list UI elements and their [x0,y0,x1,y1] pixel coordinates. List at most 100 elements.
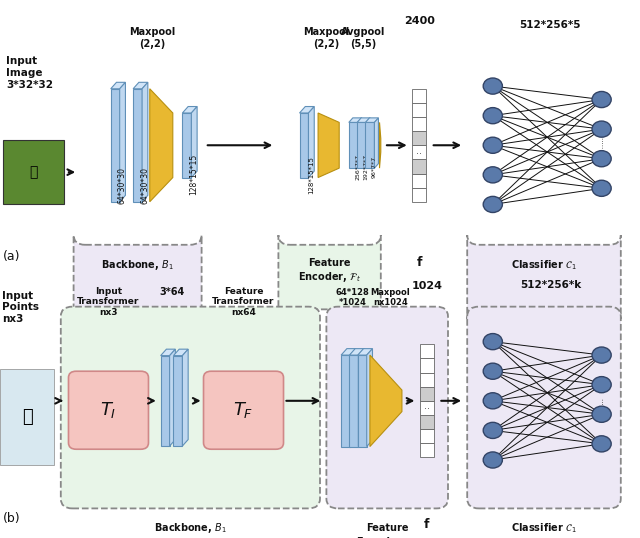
Polygon shape [349,349,364,355]
Polygon shape [365,118,378,123]
Polygon shape [182,107,197,113]
Polygon shape [318,113,339,178]
Circle shape [483,422,502,438]
Circle shape [592,180,611,196]
Bar [420,401,434,415]
Circle shape [592,347,611,363]
Circle shape [592,436,611,452]
Text: $T_F$: $T_F$ [234,400,253,420]
Bar [412,117,426,131]
Text: 128*15*15: 128*15*15 [189,154,198,195]
Polygon shape [182,113,191,178]
Bar [412,173,426,188]
Polygon shape [358,349,372,355]
Text: 2400: 2400 [404,16,435,26]
FancyBboxPatch shape [74,235,202,319]
Polygon shape [300,107,314,113]
Circle shape [483,196,502,213]
Bar [420,429,434,443]
Text: ..: .. [424,401,430,411]
Text: Maxpool
(2,2): Maxpool (2,2) [129,27,175,48]
Polygon shape [358,349,364,447]
Polygon shape [357,123,366,168]
FancyBboxPatch shape [278,235,381,319]
Bar [412,89,426,103]
Polygon shape [349,355,358,447]
Polygon shape [358,355,367,447]
Text: Input
Points
nx3: Input Points nx3 [2,291,39,324]
Text: $T_I$: $T_I$ [100,400,116,420]
Polygon shape [366,118,370,168]
Text: Feature
Encoder, $\mathcal{F}_t$: Feature Encoder, $\mathcal{F}_t$ [298,258,361,284]
Circle shape [483,393,502,409]
Text: Maxpool
(2,2): Maxpool (2,2) [303,27,349,48]
Text: (b): (b) [3,512,21,525]
Polygon shape [191,107,197,178]
Bar [420,372,434,387]
Bar [412,145,426,159]
Circle shape [592,406,611,422]
Text: Input
Transformer
nx3: Input Transformer nx3 [77,287,140,316]
Text: 64*30*30: 64*30*30 [118,167,127,204]
Polygon shape [161,356,170,446]
Text: Classifier $\mathcal{C}_1$: Classifier $\mathcal{C}_1$ [511,521,577,535]
FancyBboxPatch shape [326,307,448,508]
Text: 256*7*7: 256*7*7 [355,154,360,180]
Circle shape [483,363,502,379]
Text: 64*30*30: 64*30*30 [140,167,149,204]
Circle shape [592,91,611,108]
Polygon shape [133,82,148,89]
Bar [412,159,426,173]
Circle shape [592,121,611,137]
Polygon shape [182,349,188,446]
FancyBboxPatch shape [204,371,284,449]
Bar [412,131,426,145]
Text: 192*7*7: 192*7*7 [364,154,369,180]
Text: 1024: 1024 [412,281,442,292]
Text: Feature
Encoder, $\mathcal{F}_t$: Feature Encoder, $\mathcal{F}_t$ [356,523,419,538]
Polygon shape [150,89,173,202]
Circle shape [483,137,502,153]
Circle shape [483,78,502,94]
Circle shape [592,377,611,393]
Polygon shape [358,118,362,168]
FancyBboxPatch shape [68,371,148,449]
Text: 3*64: 3*64 [159,287,184,297]
Text: 512*256*5: 512*256*5 [520,20,581,30]
Polygon shape [308,107,314,178]
Text: Backbone, $B_1$: Backbone, $B_1$ [154,521,227,535]
FancyBboxPatch shape [467,307,621,508]
Polygon shape [365,123,374,168]
Text: Feature
Transformer
nx64: Feature Transformer nx64 [212,287,275,316]
Bar [420,443,434,457]
FancyBboxPatch shape [61,307,320,508]
Text: f: f [424,518,429,531]
Circle shape [483,452,502,468]
Text: ........: ........ [598,136,605,154]
Polygon shape [357,118,370,123]
Text: 🐦: 🐦 [29,165,38,179]
Text: Backbone, $B_1$: Backbone, $B_1$ [101,258,174,272]
Polygon shape [349,118,362,123]
Polygon shape [170,349,175,446]
Text: Classifier $\mathcal{C}_1$: Classifier $\mathcal{C}_1$ [511,258,577,272]
Text: Avgpool
(5,5): Avgpool (5,5) [340,27,385,48]
Bar [412,103,426,117]
Polygon shape [142,82,148,202]
Polygon shape [370,355,402,447]
Text: 64*128
*1024: 64*128 *1024 [336,288,369,307]
Bar [0,369,54,465]
Text: 🪑: 🪑 [22,408,33,426]
Bar [420,358,434,372]
Text: 128*15*15: 128*15*15 [308,156,314,194]
Polygon shape [173,349,188,356]
Polygon shape [111,89,120,202]
Bar [420,387,434,401]
FancyBboxPatch shape [467,235,621,319]
Polygon shape [341,349,356,355]
Polygon shape [173,356,182,446]
Polygon shape [380,123,381,168]
Bar [412,188,426,202]
Text: f: f [417,256,422,268]
Polygon shape [133,89,142,202]
